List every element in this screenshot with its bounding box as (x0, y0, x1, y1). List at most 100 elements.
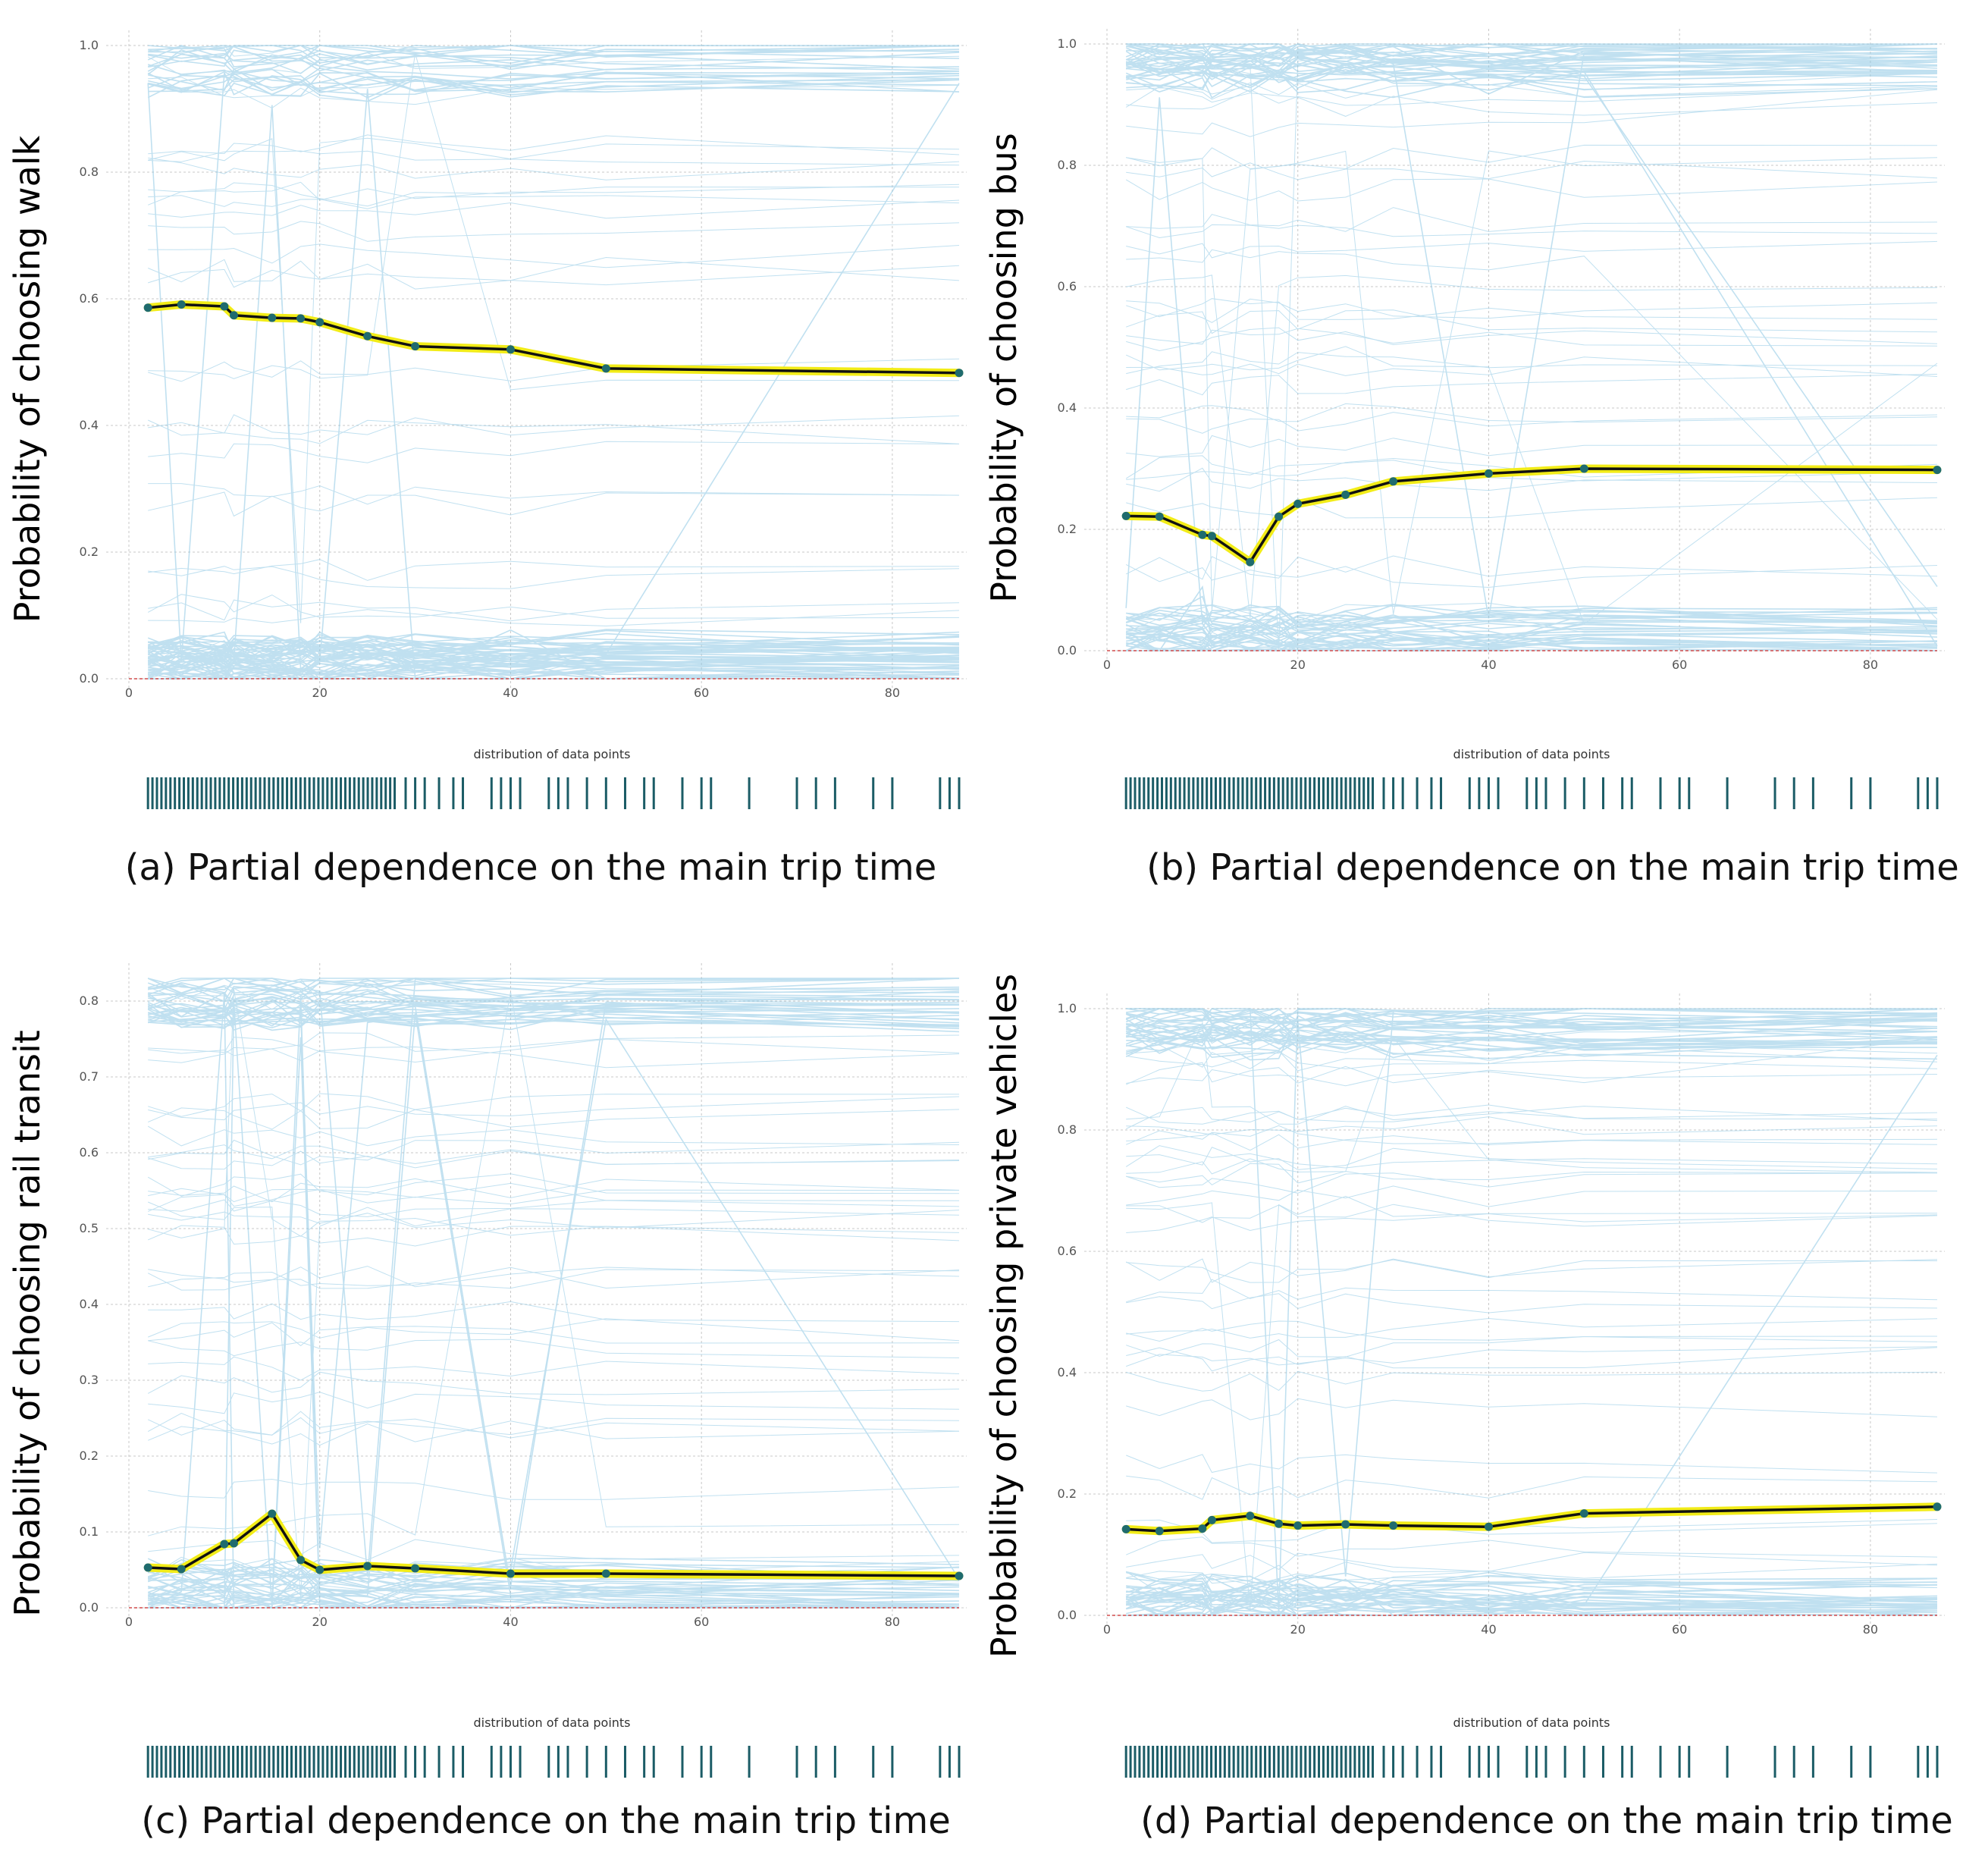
ice-line (1126, 1195, 1938, 1609)
pd-point (1389, 477, 1398, 486)
pd-point (1484, 1522, 1493, 1531)
ice-line (148, 441, 960, 463)
rug-plot (1124, 1746, 1939, 1778)
ice-line (1126, 1185, 1938, 1207)
ice-line (148, 1478, 960, 1500)
pd-point (363, 331, 372, 341)
ice-line (1126, 1593, 1938, 1616)
ice-line (1126, 1370, 1938, 1392)
ice-line (148, 1003, 960, 1028)
ice-line (147, 1125, 960, 1147)
ice-line (1125, 1037, 1938, 1059)
axis-ticks: 0 20 40 60 80 0.0 0.1 0.2 0.3 0.4 0.5 0.6 0.7 0.8 (80, 993, 901, 1629)
ice-line (147, 978, 960, 994)
ice-line (148, 53, 960, 391)
ice-line (148, 1038, 960, 1063)
ice-line (148, 1199, 960, 1217)
ice-line (147, 1371, 960, 1395)
x-tick-label: 20 (1290, 658, 1306, 672)
ice-line (147, 978, 960, 990)
ice-line (1126, 1336, 1938, 1358)
ice-line (1126, 275, 1938, 618)
ice-line (147, 629, 960, 680)
x-tick-label: 60 (694, 686, 709, 700)
ice-line (1125, 605, 1938, 627)
x-tick-label: 20 (312, 686, 328, 700)
ice-line (147, 1411, 960, 1436)
ice-line (148, 1201, 960, 1598)
ice-line (1126, 147, 1938, 615)
ice-line (1126, 1008, 1938, 1022)
ice-line (147, 419, 960, 444)
ice-line (1125, 1106, 1938, 1129)
ice-line (1126, 632, 1938, 651)
y-tick-label: 0.2 (1058, 1486, 1077, 1501)
ice-line (148, 483, 960, 505)
ice-line (1126, 86, 1938, 110)
ice-line (1126, 1398, 1938, 1420)
x-tick-label: 40 (503, 686, 518, 700)
ice-line (148, 1188, 960, 1212)
ice-line (1126, 72, 1938, 95)
ice-line (148, 70, 960, 93)
pd-point (1275, 1519, 1284, 1528)
ice-line (1126, 1320, 1938, 1342)
ice-line (148, 1001, 960, 1587)
x-tick-label: 60 (1672, 658, 1687, 672)
ice-line (148, 559, 960, 581)
ice-line (1125, 178, 1938, 202)
ice-line (147, 651, 960, 674)
x-tick-label: 80 (1863, 658, 1878, 672)
ice-line (1126, 1012, 1938, 1031)
ice-line (1126, 1589, 1938, 1614)
ice-line (1126, 54, 1938, 79)
ice-line (148, 48, 960, 71)
pd-point (1198, 530, 1207, 539)
y-tick-label: 0.5 (80, 1221, 99, 1235)
pd-line (1126, 1505, 1938, 1533)
ice-curves (147, 45, 960, 680)
ice-line (148, 1210, 960, 1229)
y-tick-label: 0.2 (80, 1449, 99, 1463)
ice-line (148, 637, 960, 661)
panel-c-rail-transit: Probability of choosing rail transit dis… (7, 963, 967, 1842)
panel-a-walk: Probability of choosing walk distributio… (7, 30, 967, 889)
ice-line (1126, 1346, 1938, 1367)
y-tick-label: 0.6 (80, 1145, 99, 1160)
x-tick-label: 0 (1103, 1622, 1111, 1637)
ice-line (148, 358, 960, 382)
pd-point (506, 1569, 515, 1578)
ice-line (147, 1173, 960, 1197)
pd-markers (1121, 1502, 1942, 1536)
pd-point (315, 1565, 325, 1574)
ice-line (1125, 563, 1938, 589)
ice-line (1125, 1029, 1938, 1052)
ice-line (148, 181, 960, 206)
pd-line (148, 1512, 960, 1577)
ice-line (148, 609, 960, 626)
ice-line (148, 45, 960, 68)
ice-line (1126, 66, 1938, 89)
ice-line (148, 199, 960, 219)
ice-line (148, 1032, 960, 1053)
ice-line (148, 1580, 960, 1605)
panel-caption: (d) Partial dependence on the main trip … (1140, 1800, 1953, 1842)
panel-caption: (a) Partial dependence on the main trip … (125, 846, 937, 889)
ice-line (147, 1000, 960, 1026)
ice-line (1126, 224, 1938, 239)
ice-line (148, 221, 960, 242)
grid (1084, 993, 1945, 1624)
pd-point (1579, 1509, 1588, 1518)
y-tick-label: 0.8 (80, 993, 99, 1008)
ice-line (1126, 249, 1938, 620)
y-tick-label: 0.0 (80, 671, 99, 686)
ice-line (148, 83, 960, 108)
pd-point (1207, 1515, 1216, 1524)
ice-line (147, 1563, 960, 1586)
x-tick-label: 60 (694, 1615, 709, 1629)
ice-line (147, 1018, 960, 1584)
y-axis-label: Probability of choosing bus (983, 133, 1024, 603)
pd-point (1389, 1521, 1398, 1530)
y-tick-label: 0.0 (80, 1600, 99, 1615)
